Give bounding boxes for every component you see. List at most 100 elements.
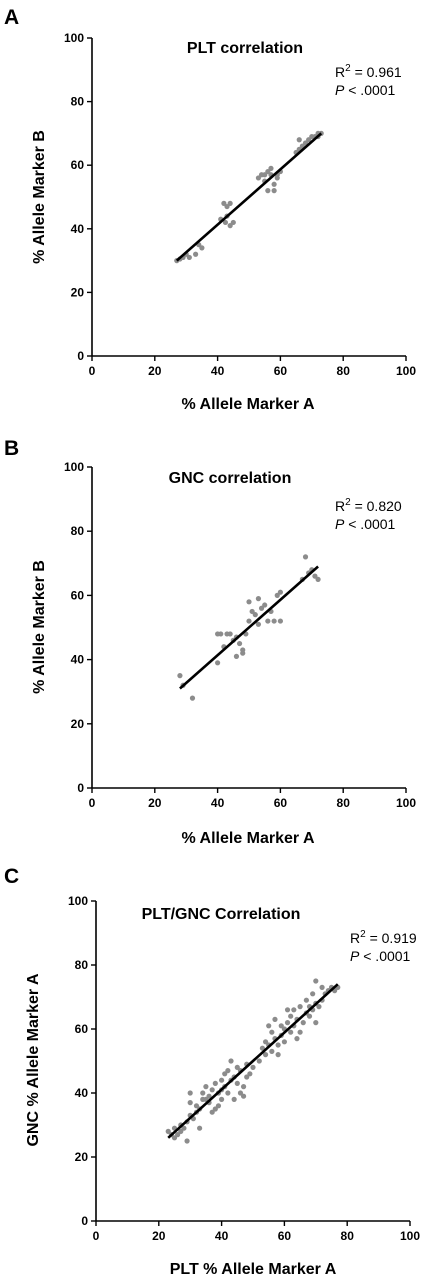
x-tick-label: 100: [396, 364, 416, 378]
data-point: [186, 254, 192, 261]
y-tick-label: 0: [81, 1214, 88, 1228]
data-point: [233, 653, 240, 659]
p-value-label: P < .0001: [335, 82, 396, 98]
data-point: [236, 640, 243, 647]
data-point: [281, 1039, 287, 1045]
data-point: [203, 1084, 209, 1090]
data-point: [244, 1074, 250, 1080]
y-tick-label: 20: [71, 285, 85, 299]
data-point: [294, 1036, 300, 1042]
chart-panel-a: A 0 20 40 60 80 100 0 20 40 60 80 100 PLT correlation…: [4, 6, 416, 413]
data-point: [269, 1029, 275, 1035]
panel-letter: A: [4, 6, 19, 29]
r-squared-value: = 0.961: [351, 64, 402, 80]
data-point: [258, 605, 265, 611]
x-tick-label: 0: [89, 364, 96, 378]
x-tick-label: 80: [337, 364, 351, 378]
data-point: [197, 1125, 203, 1131]
data-point: [225, 1068, 231, 1074]
y-tick-label: 60: [71, 588, 85, 602]
data-point: [222, 219, 229, 226]
data-point: [312, 573, 318, 579]
data-point: [277, 589, 283, 595]
chart-title: PLT correlation: [187, 40, 303, 57]
data-point: [227, 631, 233, 637]
x-tick-label: 40: [211, 796, 225, 810]
data-point: [224, 203, 230, 210]
data-point: [187, 1090, 193, 1096]
data-point: [193, 1103, 200, 1109]
x-tick-label: 100: [396, 796, 416, 810]
data-point: [199, 245, 205, 251]
p-value: < .0001: [344, 516, 395, 532]
r-squared-superscript: 2: [360, 929, 366, 940]
r-squared-superscript: 2: [345, 497, 351, 508]
data-point: [225, 1090, 231, 1096]
data-point: [291, 1007, 297, 1013]
chart-title: GNC correlation: [169, 470, 292, 487]
r-squared-superscript: 2: [345, 63, 351, 74]
x-tick-label: 60: [274, 364, 288, 378]
x-tick-label: 20: [148, 796, 162, 810]
x-tick-label: 80: [337, 796, 351, 810]
data-point: [313, 1020, 319, 1026]
data-point: [181, 1125, 187, 1131]
data-point: [316, 1004, 322, 1010]
data-point: [212, 1106, 218, 1112]
data-point: [171, 1135, 178, 1141]
data-point: [310, 991, 316, 997]
data-point: [175, 1132, 181, 1138]
data-point: [189, 695, 196, 701]
p-value-label: P < .0001: [335, 516, 396, 532]
r-squared-value: = 0.820: [351, 498, 402, 514]
data-point: [228, 1058, 234, 1064]
y-tick-label: 60: [71, 158, 85, 172]
data-point: [296, 137, 302, 143]
data-point: [222, 1071, 228, 1077]
y-axis-title: GNC % Allele Marker A: [25, 973, 42, 1147]
data-point: [230, 219, 236, 226]
data-point: [277, 618, 283, 624]
data-point: [255, 621, 262, 627]
x-tick-label: 0: [89, 796, 96, 810]
data-point: [315, 576, 321, 582]
data-point: [203, 1096, 209, 1102]
data-point: [234, 1064, 240, 1070]
y-tick-label: 0: [77, 349, 84, 363]
y-tick-label: 20: [75, 1150, 89, 1164]
data-point: [227, 200, 233, 206]
data-point: [265, 618, 271, 624]
data-point: [306, 1013, 313, 1019]
data-point: [234, 1080, 240, 1086]
data-point: [237, 1090, 244, 1096]
data-point: [272, 1016, 278, 1023]
y-tick-label: 100: [64, 31, 84, 45]
data-point: [262, 172, 268, 178]
data-point: [271, 188, 277, 194]
p-symbol: P: [335, 516, 345, 532]
data-point: [262, 1052, 269, 1058]
data-point: [313, 978, 319, 984]
y-tick-label: 40: [75, 1086, 89, 1100]
data-point: [177, 673, 183, 679]
data-point: [262, 1039, 269, 1045]
data-point: [271, 181, 277, 187]
p-symbol: P: [350, 948, 360, 964]
data-point: [255, 175, 262, 181]
r-squared-symbol: R: [350, 930, 360, 946]
y-tick-label: 0: [77, 781, 84, 795]
data-point: [269, 1048, 275, 1054]
regression-line: [167, 983, 339, 1139]
data-point: [268, 165, 274, 171]
data-point: [259, 1045, 266, 1051]
x-tick-label: 80: [341, 1229, 355, 1243]
data-point: [165, 1128, 171, 1134]
data-point: [209, 1087, 215, 1093]
y-tick-label: 40: [71, 222, 85, 236]
r-squared-label: R2 = 0.961: [335, 63, 402, 80]
data-point: [306, 137, 312, 143]
data-point: [219, 1077, 225, 1083]
y-tick-label: 80: [71, 95, 85, 109]
data-point: [288, 1013, 294, 1019]
data-point: [240, 1093, 247, 1099]
